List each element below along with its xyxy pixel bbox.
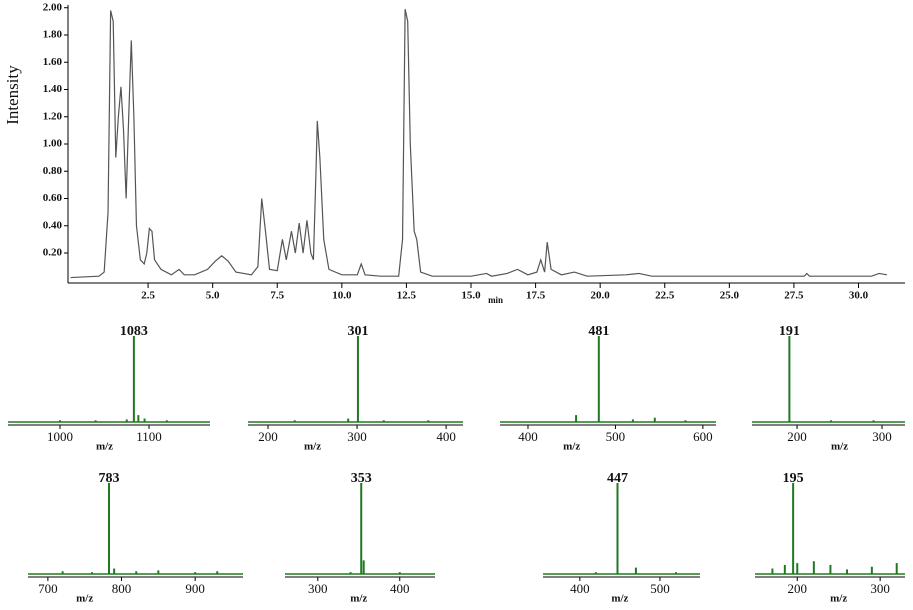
x-tick-label: 300: [308, 581, 328, 596]
y-tick-label: 0.80: [43, 165, 63, 177]
x-tick-label: 25.0: [720, 290, 740, 302]
x-tick-label: 10.0: [332, 290, 352, 302]
peak-label: 447: [607, 471, 628, 486]
x-tick-label: 17.5: [526, 290, 546, 302]
x-tick-label: 200: [258, 429, 278, 444]
x-tick-label: 400: [390, 581, 410, 596]
x-tick-label: 700: [38, 581, 58, 596]
x-axis-label: m/z: [831, 441, 848, 453]
peak-label: 195: [783, 471, 804, 486]
x-tick-label: 400: [436, 429, 456, 444]
peak-label: 301: [347, 324, 368, 339]
x-tick-label: 300: [347, 429, 367, 444]
x-tick-label: 2.5: [141, 290, 155, 302]
y-tick-label: 2.00: [43, 1, 63, 13]
x-axis-label: m/z: [304, 441, 321, 453]
x-tick-label: 600: [693, 429, 713, 444]
y-tick-label: 1.60: [43, 56, 63, 68]
x-axis-label: m/z: [350, 593, 367, 605]
x-axis-label: m/z: [611, 593, 628, 605]
x-tick-label: 400: [518, 429, 538, 444]
x-tick-label: 500: [650, 581, 670, 596]
x-tick-label: 900: [185, 581, 205, 596]
y-tick-label: 1.80: [43, 29, 63, 41]
y-tick-label: 1.40: [43, 83, 63, 95]
x-tick-label: 30.0: [849, 290, 869, 302]
x-tick-label: 500: [606, 429, 626, 444]
peak-label: 353: [351, 471, 372, 486]
y-tick-label: 0.40: [43, 219, 63, 231]
y-tick-label: 1.00: [43, 138, 63, 150]
x-axis-label: m/z: [830, 593, 847, 605]
peak-label: 481: [588, 324, 609, 339]
x-tick-label: 27.5: [784, 290, 804, 302]
x-tick-label: 800: [112, 581, 132, 596]
x-tick-label: 7.5: [270, 290, 284, 302]
x-tick-label: 5.0: [206, 290, 220, 302]
x-tick-label: 200: [788, 581, 808, 596]
x-tick-label: 300: [872, 429, 892, 444]
y-tick-label: 1.20: [43, 110, 63, 122]
peak-label: 191: [779, 324, 800, 339]
x-tick-label: 200: [787, 429, 807, 444]
y-tick-label: 0.20: [43, 247, 63, 259]
x-tick-label: 300: [870, 581, 890, 596]
x-axis-label: m/z: [563, 441, 580, 453]
x-tick-label: 1100: [136, 429, 162, 444]
x-tick-label: 22.5: [655, 290, 675, 302]
x-tick-label: 12.5: [397, 290, 417, 302]
x-tick-label: 1000: [47, 429, 73, 444]
x-tick-label: 15.0: [461, 290, 481, 302]
x-axis-label: m/z: [76, 593, 93, 605]
x-tick-label: 20.0: [591, 290, 611, 302]
y-axis-label: Intensity: [3, 65, 22, 125]
x-tick-label: 400: [570, 581, 590, 596]
peak-label: 783: [98, 471, 119, 486]
y-tick-label: 0.60: [43, 192, 63, 204]
chromatogram-line: [70, 8, 888, 279]
x-axis-label: m/z: [96, 441, 113, 453]
x-axis-label: min: [488, 295, 503, 305]
peak-label: 1083: [120, 324, 148, 339]
